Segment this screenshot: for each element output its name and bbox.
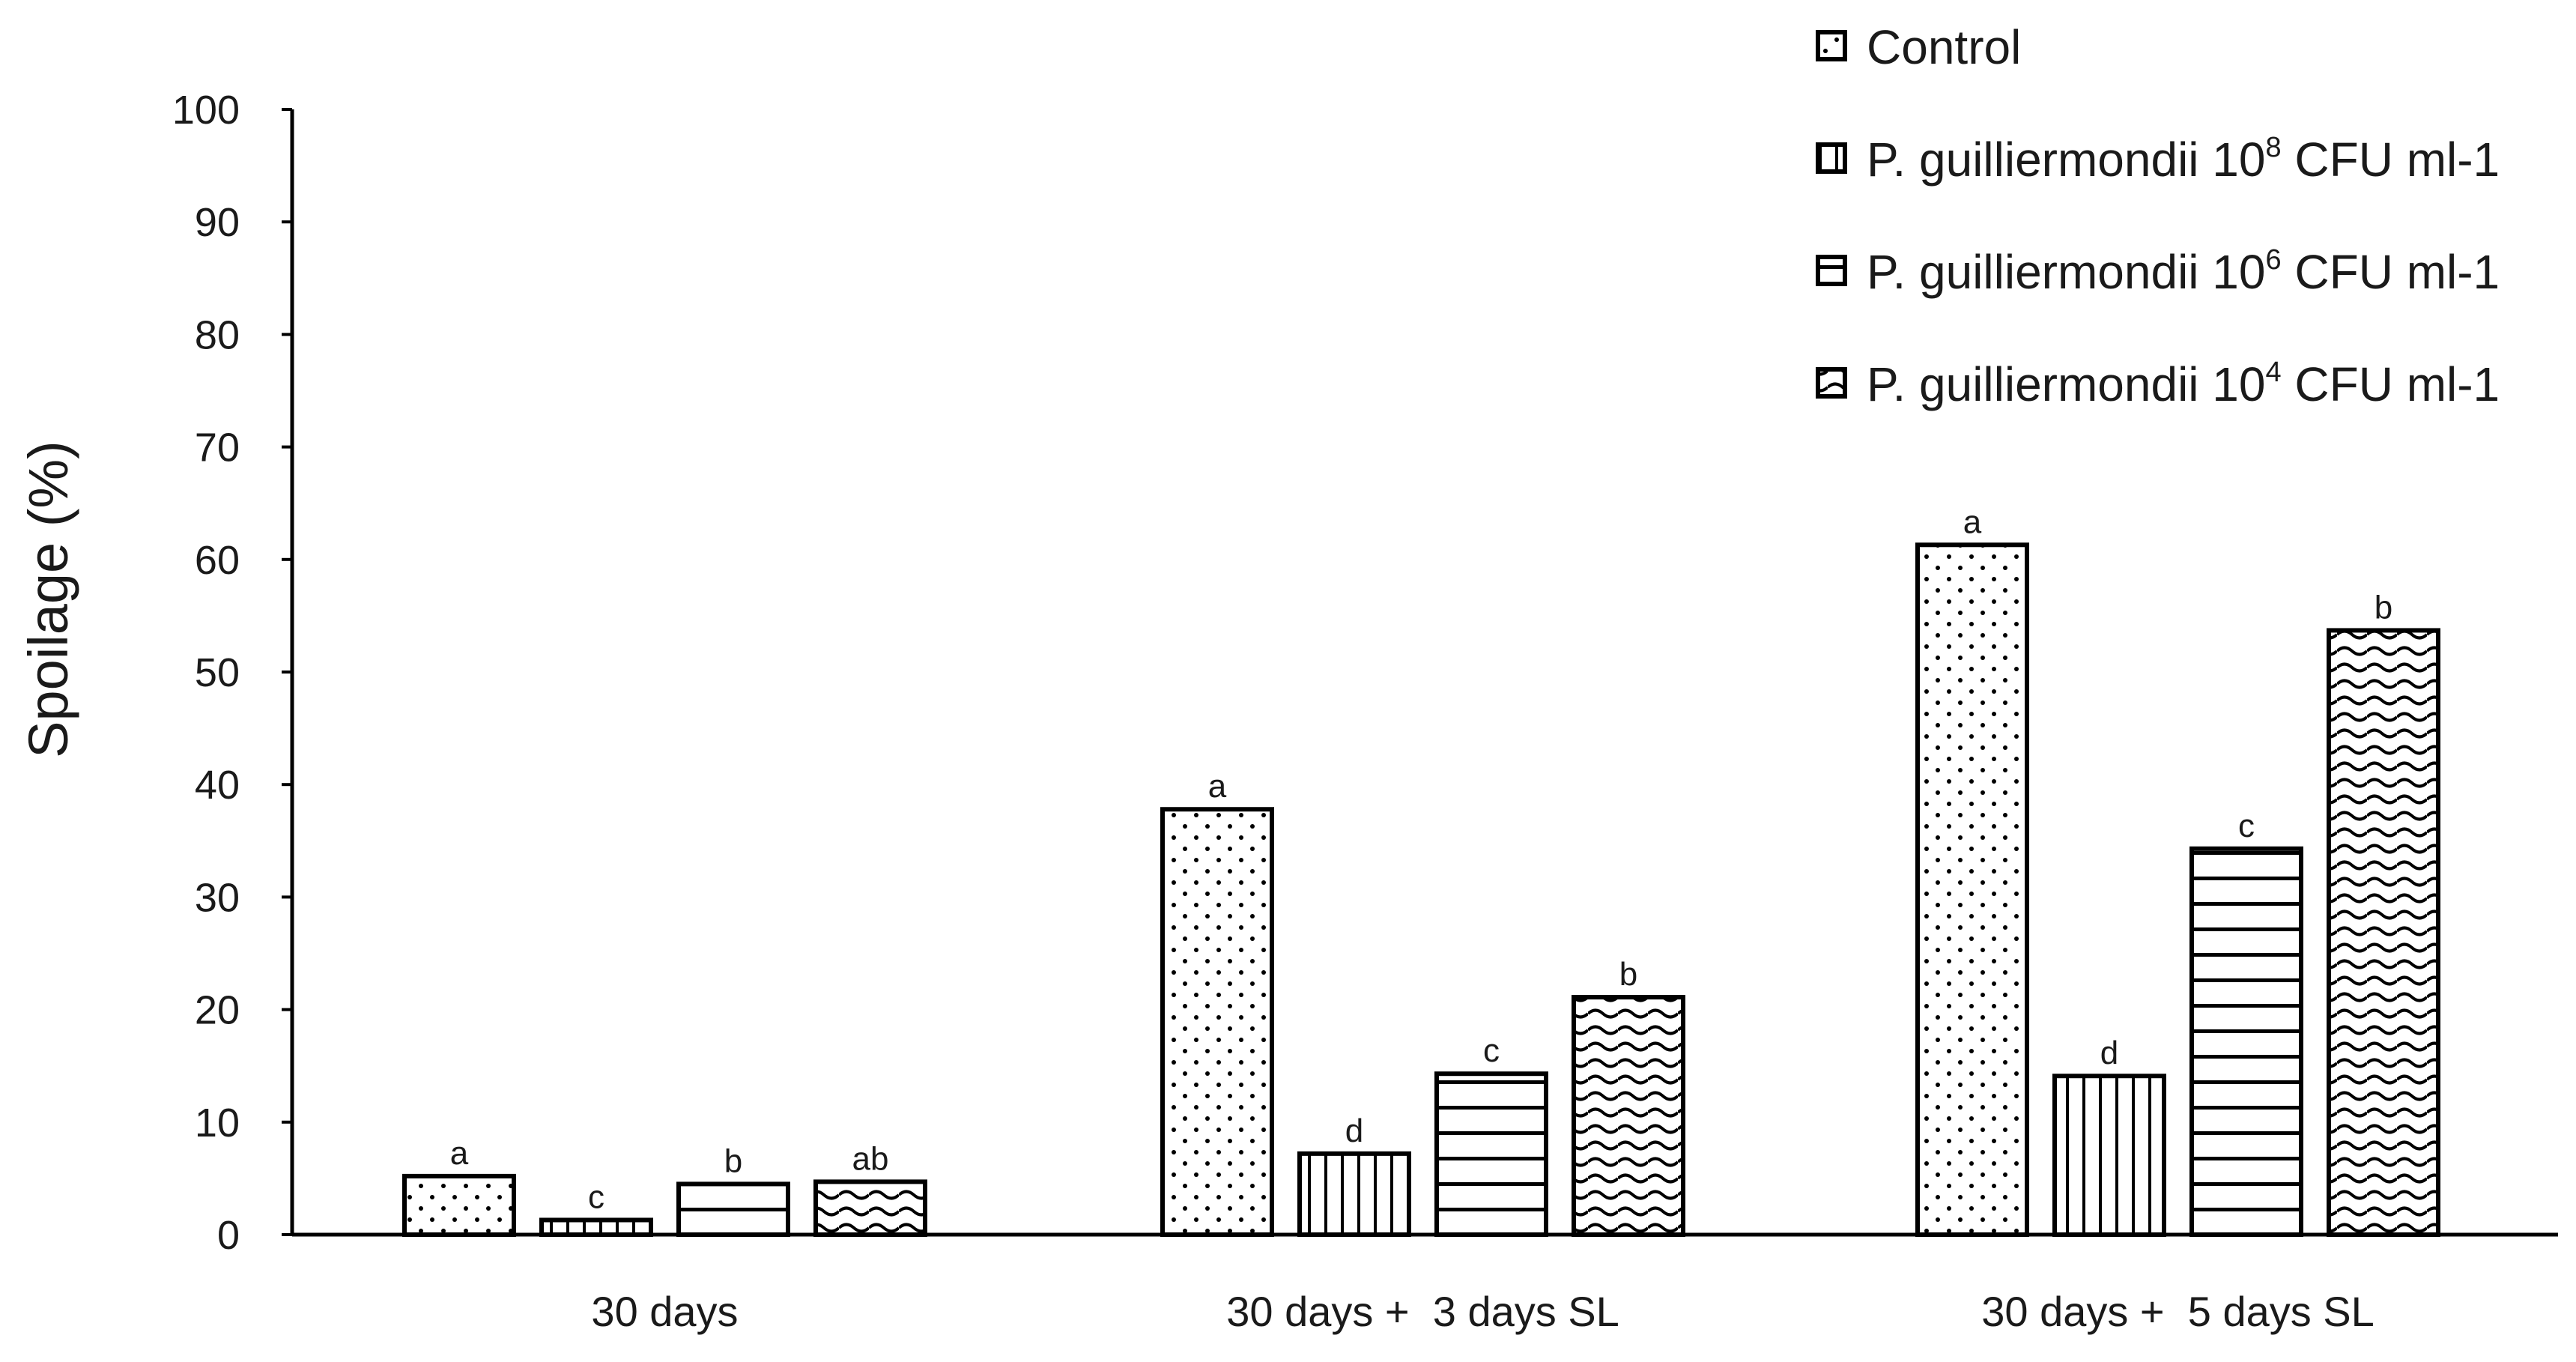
significance-label: a bbox=[1208, 768, 1227, 805]
significance-label: c bbox=[1483, 1032, 1500, 1069]
bar-dots bbox=[1160, 807, 1274, 1237]
y-tick-label: 20 bbox=[195, 988, 240, 1033]
significance-labels: a c b ab a d c b a d c b bbox=[450, 503, 2392, 1215]
legend-entry-label: P. guilliermondii 104 CFU ml-1 bbox=[1867, 357, 2500, 411]
category-label: 30 days bbox=[591, 1288, 738, 1335]
bar-vertical-lines bbox=[1297, 1151, 1411, 1237]
y-tick-label: 0 bbox=[217, 1213, 240, 1258]
significance-label: d bbox=[1345, 1113, 1363, 1149]
x-axis-categories: 30 days 30 days + 3 days SL 30 days + 5 da… bbox=[591, 1288, 2374, 1335]
significance-label: b bbox=[1619, 956, 1637, 993]
y-tick-label: 30 bbox=[195, 875, 240, 920]
significance-label: ab bbox=[852, 1140, 889, 1177]
legend-entry-label: P. guilliermondii 106 CFU ml-1 bbox=[1867, 244, 2500, 299]
bar-dots bbox=[402, 1173, 516, 1237]
legend-swatch-waves bbox=[1816, 367, 1847, 399]
category-label: 30 days + 3 days SL bbox=[1226, 1288, 1619, 1335]
significance-label: b bbox=[724, 1142, 742, 1179]
y-axis-title: Spoilage (%) bbox=[17, 441, 79, 758]
legend-entry-label: P. guilliermondii 108 CFU ml-1 bbox=[1867, 132, 2500, 187]
y-tick-label: 60 bbox=[195, 538, 240, 583]
y-axis-label: Spoilage (%) bbox=[17, 441, 79, 758]
significance-label: d bbox=[2100, 1035, 2118, 1071]
bar-waves bbox=[2327, 628, 2440, 1237]
bar-horizontal-lines bbox=[2189, 846, 2303, 1237]
bar-horizontal-lines bbox=[676, 1181, 790, 1238]
bar-vertical-lines bbox=[2052, 1074, 2166, 1238]
y-tick-label: 80 bbox=[195, 312, 240, 357]
bar-waves bbox=[813, 1179, 927, 1238]
significance-label: c bbox=[2238, 808, 2255, 844]
y-tick-label: 10 bbox=[195, 1101, 240, 1145]
y-tick-label: 40 bbox=[195, 763, 240, 808]
bar-horizontal-lines bbox=[1434, 1071, 1548, 1237]
bars bbox=[402, 542, 2440, 1238]
y-tick-label: 100 bbox=[172, 88, 240, 133]
category-label: 30 days + 5 days SL bbox=[1981, 1288, 2375, 1335]
axes bbox=[290, 109, 2558, 1237]
significance-label: a bbox=[1963, 503, 1982, 540]
legend-swatch-horizontal-lines bbox=[1816, 255, 1847, 286]
legend-entry-label: Control bbox=[1867, 20, 2021, 74]
bar-waves bbox=[1572, 995, 1685, 1237]
significance-label: c bbox=[588, 1178, 604, 1215]
y-tick-label: 50 bbox=[195, 650, 240, 695]
significance-label: b bbox=[2375, 589, 2392, 626]
significance-label: a bbox=[450, 1135, 469, 1172]
y-tick-label: 70 bbox=[195, 426, 240, 470]
y-tick-label: 90 bbox=[195, 200, 240, 245]
bar-dots bbox=[1915, 542, 2029, 1237]
legend-swatch-vertical-lines bbox=[1816, 142, 1847, 174]
legend: Control P. guilliermondii 108 CFU ml-1 P. … bbox=[1816, 20, 2500, 411]
bar-vertical-lines bbox=[539, 1217, 653, 1237]
legend-swatch-dots bbox=[1816, 30, 1847, 61]
y-axis-ticks: 0 10 20 30 40 50 60 70 80 90 100 bbox=[172, 88, 292, 1258]
